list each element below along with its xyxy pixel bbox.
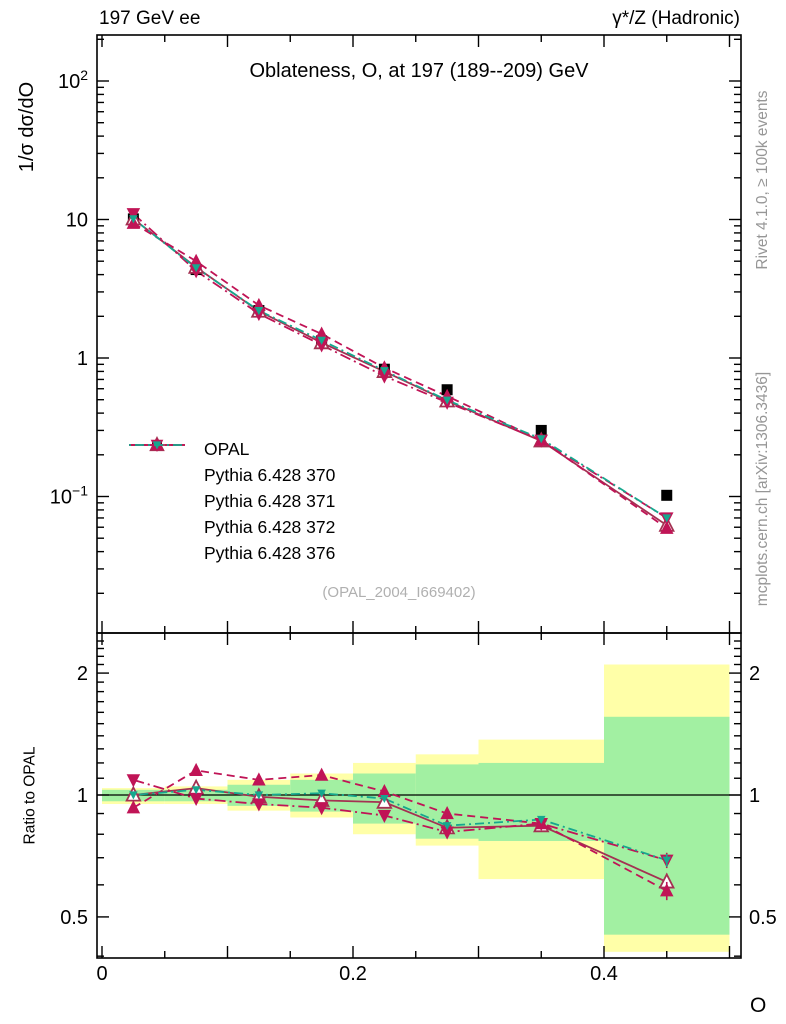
svg-text:2: 2 (749, 663, 760, 685)
svg-text:10−1: 10−1 (50, 483, 88, 509)
legend-label-pythia-372: Pythia 6.428 372 (204, 516, 336, 537)
svg-text:0.4: 0.4 (590, 963, 618, 985)
ratio-y-axis-label: Ratio to OPAL (21, 746, 39, 845)
svg-text:0: 0 (96, 963, 107, 985)
mcplots-reference-note: mcplots.cern.ch [arXiv:1306.3436] (754, 371, 771, 607)
svg-text:1: 1 (77, 785, 88, 807)
legend-row-pythia-372: Pythia 6.428 372 (128, 439, 336, 540)
rivet-version-note: Rivet 4.1.0, ≥ 100k events (754, 90, 771, 270)
header-process: γ*/Z (Hadronic) (612, 8, 740, 29)
analysis-id-watermark: (OPAL_2004_I669402) (322, 584, 476, 601)
legend-label-opal: OPAL (204, 438, 250, 459)
plot-title: Oblateness, O, at 197 (189--209) GeV (249, 60, 589, 82)
x-axis-label: O (750, 994, 767, 1017)
legend-label-pythia-370: Pythia 6.428 370 (204, 464, 336, 485)
legend-row-pythia-370: Pythia 6.428 370 (128, 436, 336, 488)
legend-row-pythia-371: Pythia 6.428 371 (128, 438, 336, 514)
legend-marker-triangle-down-icon (128, 439, 186, 536)
legend-marker-triangle-filled-icon (128, 438, 186, 510)
legend-marker-triangle-open-icon (128, 436, 186, 484)
legend-row-pythia-376: Pythia 6.428 376 (128, 441, 336, 566)
svg-text:0.5: 0.5 (60, 907, 88, 929)
svg-text:2: 2 (77, 663, 88, 685)
svg-text:1: 1 (77, 348, 88, 370)
svg-text:0.5: 0.5 (749, 907, 777, 929)
svg-text:1: 1 (749, 785, 760, 807)
svg-text:0.2: 0.2 (339, 963, 367, 985)
legend-label-pythia-371: Pythia 6.428 371 (204, 490, 336, 511)
header-beam-energy: 197 GeV ee (99, 8, 201, 29)
svg-text:102: 102 (58, 67, 88, 93)
main-y-axis-label: 1/σ dσ/dO (16, 81, 38, 173)
legend: OPAL Pythia 6.428 370 Pythia 6.428 371 P… (128, 436, 335, 566)
svg-text:10: 10 (66, 210, 88, 232)
legend-marker-teal-icon (128, 441, 186, 562)
legend-label-pythia-376: Pythia 6.428 376 (204, 542, 336, 563)
